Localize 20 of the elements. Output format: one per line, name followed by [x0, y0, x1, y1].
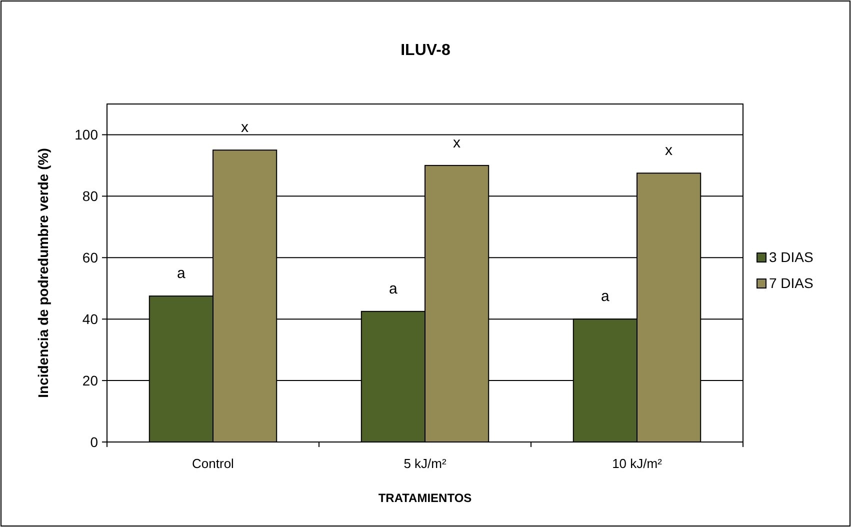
y-tick-label: 60: [82, 250, 98, 266]
annotation: a: [601, 288, 610, 306]
y-axis-title: Incidencia de podredumbre verde (%): [35, 148, 51, 398]
y-tick-label: 100: [74, 126, 98, 143]
annotation: a: [177, 265, 186, 282]
y-tick-label: 80: [82, 188, 98, 204]
x-tick-label: 10 kJ/m²: [612, 456, 663, 471]
legend-label: 3 DIAS: [769, 249, 814, 265]
annotation: a: [389, 280, 398, 298]
chart-title: ILUV-8: [400, 42, 450, 59]
y-tick-label: 0: [90, 434, 98, 450]
x-tick-label: 5 kJ/m²: [404, 456, 447, 471]
annotation: x: [453, 134, 462, 152]
x-tick-label: Control: [192, 456, 234, 471]
annotation: x: [241, 119, 250, 136]
annotation: x: [665, 142, 674, 160]
y-tick-label: 20: [82, 372, 98, 388]
y-tick-label: 40: [82, 310, 98, 327]
legend-label: 7 DIAS: [769, 275, 814, 291]
x-axis-title: TRATAMIENTOS: [378, 491, 472, 505]
